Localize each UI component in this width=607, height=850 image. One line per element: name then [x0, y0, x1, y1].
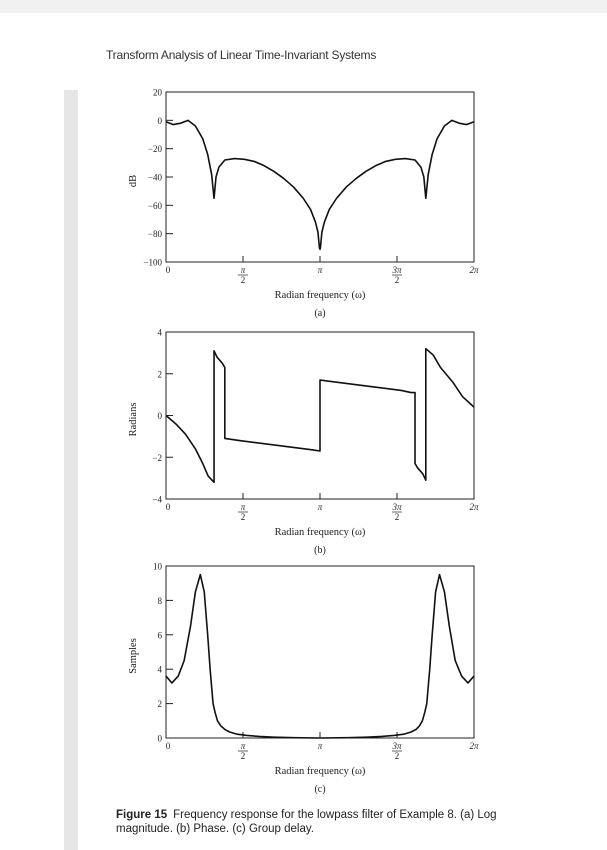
y-tick-label: −40 — [148, 173, 163, 183]
y-tick-label: 4 — [158, 665, 163, 675]
x-tick-label-pi: π — [318, 741, 323, 751]
series-line — [165, 573, 475, 739]
tick-numerator: 3π — [391, 741, 402, 751]
y-tick-label: 0 — [158, 734, 163, 744]
x-tick-label-3pi-over-2: 3π2 — [391, 265, 402, 285]
x-axis-label: Radian frequency (ω) — [275, 290, 366, 301]
x-tick-label-2pi: 2π — [469, 502, 479, 512]
tick-numerator: π — [241, 502, 246, 512]
series-line — [165, 119, 475, 251]
y-tick-label: 2 — [158, 369, 163, 379]
tick-numerator: π — [241, 741, 246, 751]
y-tick-label: −100 — [143, 258, 162, 268]
x-tick-label-pi-over-2: π2 — [237, 741, 248, 761]
x-tick-label-2pi: 2π — [469, 265, 479, 275]
x-axis-label: Radian frequency (ω) — [275, 766, 366, 777]
y-tick-label: 2 — [158, 699, 163, 709]
y-tick-label: 4 — [158, 328, 163, 338]
panel-label: (b) — [314, 545, 326, 556]
y-axis-label: Samples — [128, 638, 139, 674]
caption-text: Frequency response for the lowpass filte… — [116, 809, 497, 835]
y-tick-label: 20 — [153, 88, 163, 98]
tick-numerator: π — [241, 265, 246, 275]
y-tick-label: −60 — [148, 201, 163, 211]
running-head: Transform Analysis of Linear Time-Invari… — [106, 48, 377, 62]
figure-caption: Figure 15 Frequency response for the lowp… — [116, 808, 516, 836]
tick-denominator: 2 — [395, 512, 400, 522]
tick-denominator: 2 — [395, 275, 400, 285]
y-axis-label: Radians — [128, 403, 139, 437]
y-axis-label: dB — [128, 175, 139, 187]
plot-frame — [165, 565, 475, 739]
y-tick-label: 0 — [158, 411, 163, 421]
series-line — [165, 347, 475, 484]
x-tick-label-3pi-over-2: 3π2 — [391, 741, 402, 761]
x-tick-label-pi-over-2: π2 — [237, 265, 248, 285]
y-tick-label: 8 — [158, 596, 163, 606]
tick-numerator: 3π — [391, 502, 402, 512]
y-tick-label: −20 — [148, 144, 163, 154]
x-tick-label-3pi-over-2: 3π2 — [391, 502, 402, 522]
x-tick-label-pi: π — [318, 265, 323, 275]
y-tick-label: 6 — [158, 630, 163, 640]
y-tick-label: 10 — [153, 562, 163, 572]
top-bar — [0, 0, 607, 13]
x-tick-label-0: 0 — [166, 502, 171, 512]
y-tick-label: −4 — [152, 495, 162, 505]
panel-label: (a) — [314, 308, 325, 319]
tick-denominator: 2 — [395, 751, 400, 761]
panel-label: (c) — [314, 784, 325, 795]
x-tick-label-pi: π — [318, 502, 323, 512]
x-tick-label-2pi: 2π — [469, 741, 479, 751]
x-tick-label-0: 0 — [166, 265, 171, 275]
tick-numerator: 3π — [391, 265, 402, 275]
x-tick-label-pi-over-2: π2 — [237, 502, 248, 522]
tick-denominator: 2 — [241, 751, 246, 761]
y-tick-label: −80 — [148, 229, 163, 239]
caption-label: Figure 15 — [116, 809, 168, 821]
tick-denominator: 2 — [241, 275, 246, 285]
y-tick-label: −2 — [152, 453, 162, 463]
y-tick-label: 0 — [158, 116, 163, 126]
x-tick-label-0: 0 — [166, 741, 171, 751]
left-margin-bar — [64, 90, 78, 850]
tick-denominator: 2 — [241, 512, 246, 522]
x-axis-label: Radian frequency (ω) — [275, 527, 366, 538]
